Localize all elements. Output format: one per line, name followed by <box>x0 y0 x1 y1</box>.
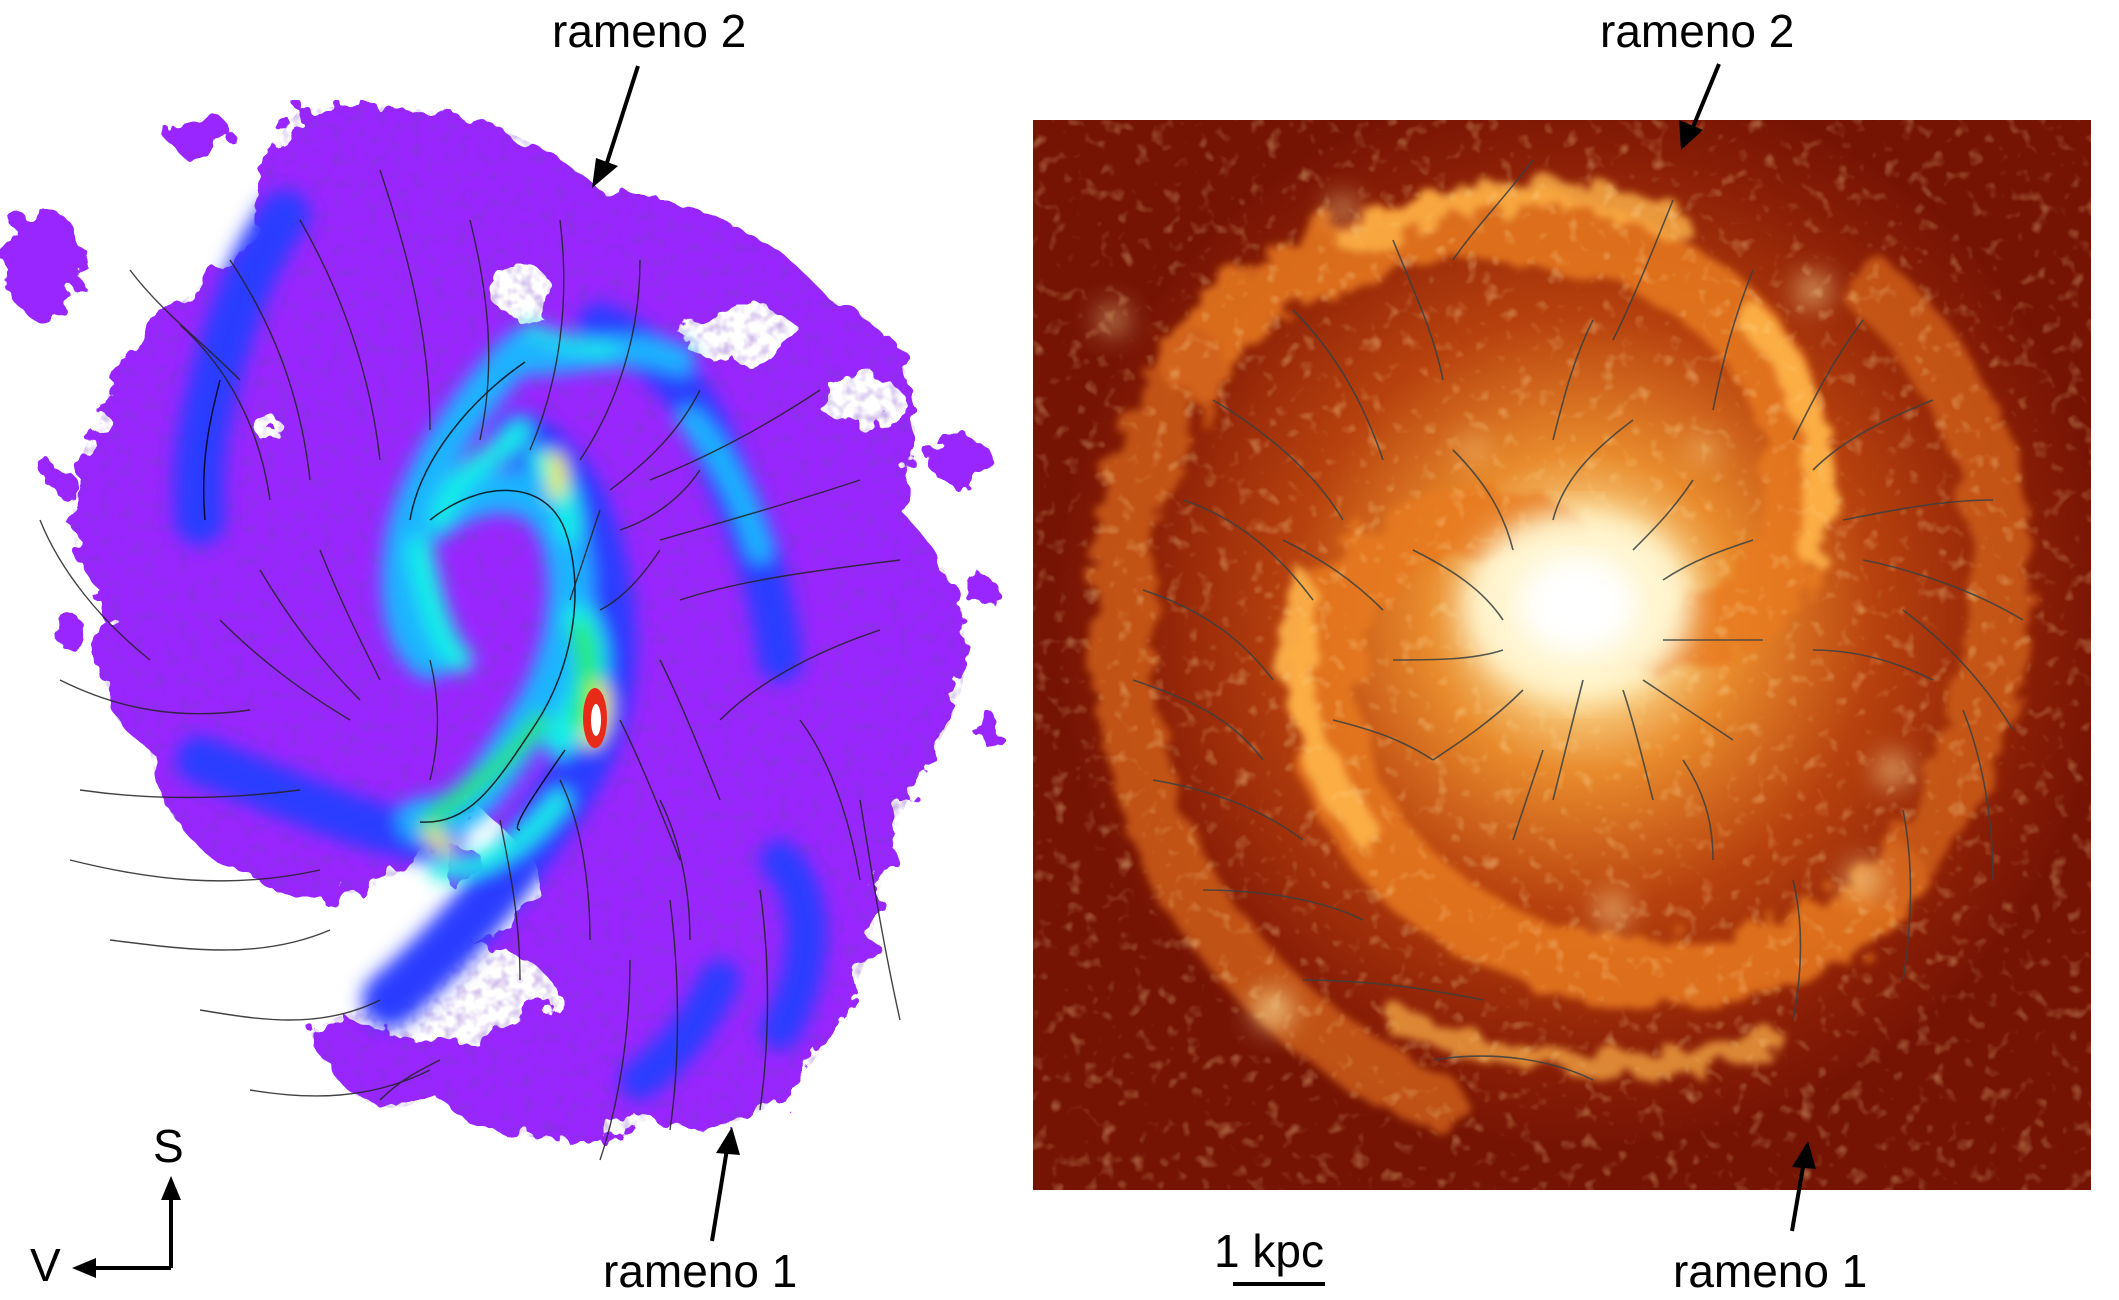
left-arm2-arrow <box>592 65 640 188</box>
right-arm2-label: rameno 2 <box>1600 5 1795 57</box>
right-arm2-arrow <box>1679 63 1721 150</box>
right-arm1-label: rameno 1 <box>1673 1245 1868 1297</box>
compass-left-label: V <box>30 1239 61 1291</box>
left-arm1-arrow <box>710 1127 740 1242</box>
scalebar-line <box>1233 1282 1325 1286</box>
left-arm2-label: rameno 2 <box>552 5 747 57</box>
right-arm1-arrow <box>1790 1141 1816 1232</box>
scalebar-label: 1 kpc <box>1214 1225 1324 1277</box>
right-galaxy-image <box>1033 120 2091 1190</box>
compass-arrows <box>72 1176 181 1278</box>
left-galaxy-map <box>5 105 998 1161</box>
compass-up-label: S <box>153 1120 184 1172</box>
left-arm1-label: rameno 1 <box>603 1245 798 1297</box>
